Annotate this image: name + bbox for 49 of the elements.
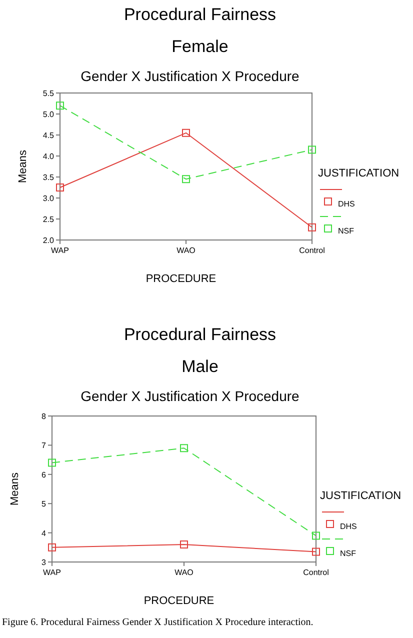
point	[182, 175, 190, 184]
x-tick-label: WAP	[43, 568, 61, 577]
point	[56, 184, 64, 192]
y-tick-label: 5.5	[42, 89, 55, 98]
legend-label: NSF	[340, 549, 356, 558]
x-tick-label: WAP	[51, 246, 69, 255]
legend-title: JUSTIFICATION	[320, 490, 402, 502]
legend-title: JUSTIFICATION	[318, 168, 400, 180]
y-tick-label: 3	[42, 558, 47, 567]
y-tick-label: 4.0	[42, 152, 55, 161]
y-tick-label: 3.5	[42, 173, 55, 182]
point	[308, 146, 316, 154]
point	[56, 102, 64, 110]
point	[308, 223, 316, 232]
y-tick-label: 8	[42, 412, 47, 421]
point	[182, 128, 190, 137]
y-tick-label: 2.5	[42, 215, 55, 224]
y-tick-label: 2.0	[42, 236, 55, 245]
legend-label: NSF	[338, 226, 354, 236]
x-tick-label: Control	[299, 246, 326, 255]
x-axis-title: PROCEDURE	[144, 595, 214, 607]
y-tick-label: 4	[42, 528, 47, 538]
point	[48, 543, 56, 552]
x-tick-label: WAO	[174, 568, 194, 577]
x-tick-label: Control	[303, 568, 330, 577]
y-tick-label: 3.0	[42, 194, 55, 203]
point	[180, 540, 188, 548]
caption: Figure 6. Procedural Fairness Gender X Justification X Procedure interaction.	[2, 617, 314, 628]
point	[312, 548, 320, 556]
chart-title: Procedural Fairness	[124, 325, 276, 344]
text: Gender X Justification X Procedure	[80, 68, 300, 84]
point	[48, 458, 56, 467]
point	[312, 532, 320, 540]
y-axis-title: Means	[9, 472, 21, 506]
text: Gender X Justification X Procedure	[80, 388, 300, 404]
y-tick-label: 7	[42, 441, 47, 450]
chart-subtitle: Female	[172, 37, 228, 56]
chart-subtitle: Male	[182, 357, 218, 376]
point	[180, 444, 188, 452]
legend-label: DHS	[338, 200, 355, 208]
y-tick-label: 6	[42, 470, 47, 480]
y-tick-label: 5.0	[42, 110, 55, 119]
x-tick-label: WAO	[176, 246, 196, 255]
y-axis-title: Means	[17, 150, 29, 184]
chart-title: Procedural Fairness	[124, 5, 276, 24]
legend-label: DHS	[340, 522, 357, 531]
y-tick-label: 5	[42, 500, 47, 509]
x-axis-title: PROCEDURE	[146, 273, 216, 285]
y-tick-label: 4.5	[42, 131, 55, 140]
